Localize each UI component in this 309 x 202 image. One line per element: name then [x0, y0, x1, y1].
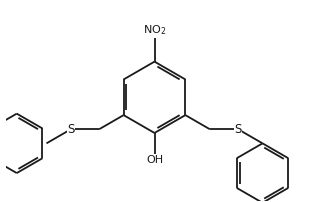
Text: S: S [67, 123, 74, 136]
Text: OH: OH [146, 156, 163, 165]
Text: S: S [235, 123, 242, 136]
Text: NO$_2$: NO$_2$ [143, 23, 166, 37]
